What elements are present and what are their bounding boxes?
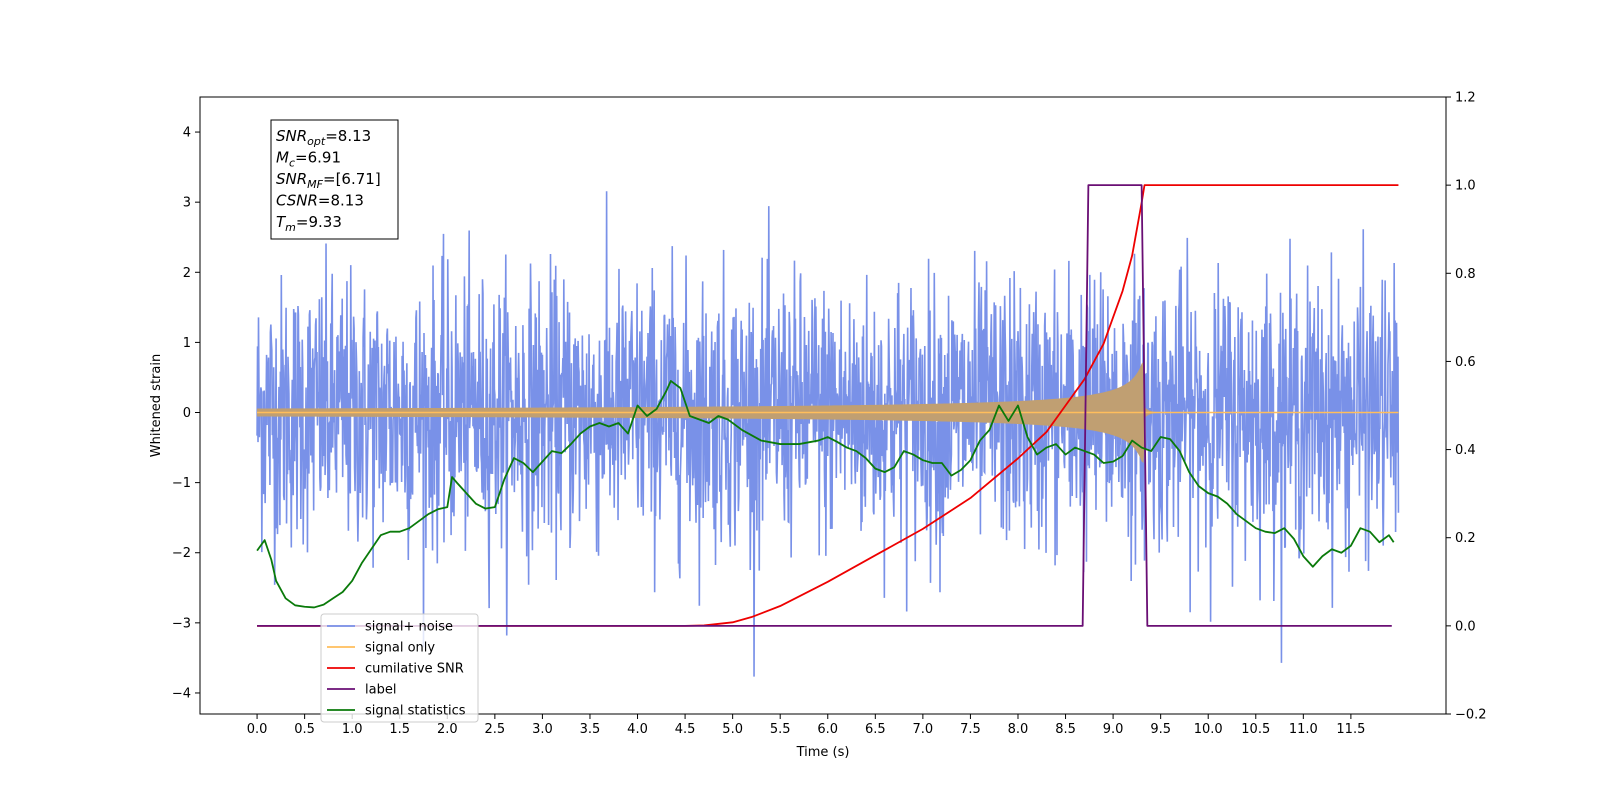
x-tick-label: 3.0	[532, 722, 553, 737]
x-tick-label: 2.0	[437, 722, 458, 737]
x-tick-label: 7.5	[960, 722, 981, 737]
y-tick-label: −1	[172, 476, 191, 491]
axes: 0.0 0.5 1.0 1.5 2.0 2.5 3.0 3.5 4.0 4.5 5.0 5.5 6.0 6…	[172, 91, 1487, 738]
x-tick-label: 7.0	[913, 722, 934, 737]
x-tick-label: 10.5	[1241, 722, 1270, 737]
x-tick-label: 0.0	[247, 722, 268, 737]
y2-tick-label: 0.4	[1455, 443, 1476, 458]
legend-entry: signal only	[365, 641, 435, 656]
x-axis-label: Time (s)	[796, 745, 850, 760]
series-signal-statistics-line	[256, 380, 1395, 609]
y-tick-label: 3	[183, 196, 191, 211]
y-tick-label: 1	[183, 336, 191, 351]
annotation-line: SNRopt=8.13	[276, 127, 371, 148]
x-tick-label: 1.5	[389, 722, 410, 737]
y2-tick-label: 1.0	[1455, 179, 1476, 194]
x-tick-label: 3.5	[580, 722, 601, 737]
legend-entry: label	[365, 683, 396, 698]
y-tick-label: −3	[172, 616, 191, 631]
legend: signal+ noise signal only cumilative SNR la…	[320, 613, 479, 723]
legend-entry: signal+ noise	[365, 620, 453, 635]
y2-tick-label: 0.2	[1455, 531, 1476, 546]
plot-area	[256, 184, 1400, 677]
legend-entry: signal statistics	[365, 704, 466, 719]
series-cumilative-snr-line	[257, 184, 1399, 627]
y2-tick-label: 0.6	[1455, 355, 1476, 370]
y-tick-label: −2	[172, 546, 191, 561]
x-tick-label: 0.5	[294, 722, 315, 737]
x-tick-label: 6.5	[865, 722, 886, 737]
annotation-frame	[270, 119, 399, 240]
y2-tick-label: 1.2	[1455, 91, 1476, 106]
annotation-line: CSNR=8.13	[276, 192, 364, 210]
x-tick-label: 10.0	[1194, 722, 1223, 737]
y2-tick-label: −0.2	[1455, 708, 1487, 723]
y2-tick-label: 0.8	[1455, 267, 1476, 282]
x-tick-label: 2.5	[485, 722, 506, 737]
x-tick-label: 8.0	[1008, 722, 1029, 737]
annotation-line: SNRMF=[6.71]	[276, 170, 381, 191]
x-tick-label: 6.0	[817, 722, 838, 737]
x-tick-label: 11.5	[1336, 722, 1365, 737]
series-label-line	[257, 184, 1392, 627]
x-tick-label: 5.5	[770, 722, 791, 737]
y-tick-label: −4	[172, 686, 191, 701]
y2-tick-label: 0.0	[1455, 619, 1476, 634]
x-tick-label: 11.0	[1289, 722, 1318, 737]
y-axis-label: Whitened strain	[149, 354, 164, 457]
x-tick-label: 9.0	[1103, 722, 1124, 737]
y-tick-label: 0	[183, 406, 191, 421]
legend-frame	[320, 613, 479, 723]
annotation-line: Mc=6.91	[276, 149, 341, 170]
y-tick-label: 4	[183, 126, 191, 141]
y-tick-label: 2	[183, 266, 191, 281]
x-tick-label: 9.5	[1150, 722, 1171, 737]
x-tick-label: 4.0	[627, 722, 648, 737]
x-tick-label: 4.5	[675, 722, 696, 737]
x-tick-label: 8.5	[1055, 722, 1076, 737]
x-tick-label: 1.0	[342, 722, 363, 737]
series-signal-noise-line	[256, 191, 1400, 677]
x-tick-label: 5.0	[722, 722, 743, 737]
annotation-line: Tm=9.33	[276, 213, 342, 234]
legend-entry: cumilative SNR	[365, 662, 464, 677]
plot-frame	[199, 96, 1447, 715]
